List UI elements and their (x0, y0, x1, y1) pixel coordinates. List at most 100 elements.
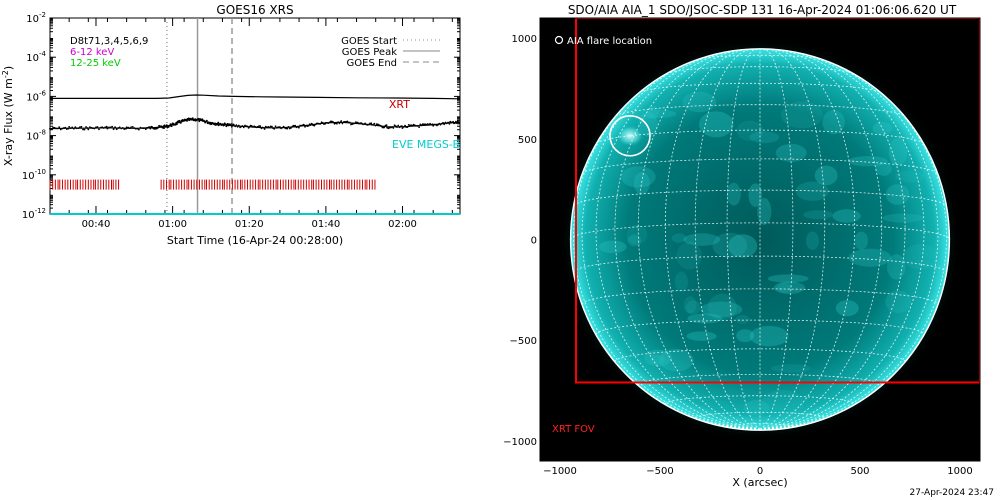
aia-y-tick-label: −500 (510, 336, 537, 347)
series-noise-point (356, 121, 359, 124)
flare-legend: AIA flare location (554, 35, 652, 47)
series-noise-point (369, 122, 371, 125)
series-noise-point (443, 123, 446, 126)
aia-y-tick-label: −1000 (503, 437, 537, 448)
disk-mottle (848, 155, 888, 167)
series-noise-point (314, 123, 317, 126)
series-noise-point (372, 124, 374, 126)
disk-mottle (736, 120, 764, 141)
series-noise-point (64, 126, 67, 129)
disk-mottle (886, 254, 906, 280)
series-noise-point (285, 127, 287, 130)
series-noise-point (336, 122, 338, 125)
x-tick-label: 01:40 (311, 219, 340, 230)
series-noise-point (319, 122, 322, 125)
y-tick-base: 10 (26, 92, 39, 103)
series-noise-point (328, 121, 331, 124)
overlays (575, 18, 980, 384)
series-noise-point (93, 127, 96, 130)
disk-mottle (743, 400, 770, 416)
longitude-line (573, 70, 761, 430)
series-noise-point (52, 126, 54, 129)
heliographic-grid (569, 48, 951, 431)
disk-mottle (644, 349, 672, 367)
series-noise-point (99, 126, 102, 129)
longitude-line (759, 48, 826, 430)
series-noise-point (53, 126, 56, 129)
series-noise-point (227, 124, 230, 127)
series-noise-point (236, 125, 239, 128)
y-tick-base: 10 (26, 14, 39, 25)
disk-mottle (895, 170, 926, 183)
info-line: 12-25 keV (70, 58, 121, 69)
series-noise-point (374, 124, 377, 127)
aia-x-axis-label: X (arcsec) (732, 476, 787, 489)
disk-mottle (854, 231, 868, 250)
longitude-line (759, 49, 906, 430)
series-noise-point (298, 126, 300, 129)
latitude-line (638, 82, 882, 94)
aia-x-tick-label: 0 (757, 466, 763, 477)
series-noise-point (181, 120, 184, 123)
x-tick-label: 02:00 (388, 219, 417, 230)
series-noise-point (280, 127, 282, 130)
series-noise-point (128, 127, 131, 130)
series-noise-point (50, 127, 53, 130)
series-noise-point (61, 127, 64, 130)
longitude-line (726, 48, 761, 430)
series-noise-point (274, 125, 277, 128)
flare-location-circle (609, 114, 651, 157)
series-noise-point (186, 120, 188, 122)
disk-mottle (683, 296, 697, 314)
disk-mottle (674, 271, 689, 293)
series-noise-point (62, 127, 65, 129)
longitude-line (759, 48, 856, 430)
series-noise-point (404, 124, 406, 127)
series-noise-point (77, 127, 80, 129)
series-noise-point (68, 126, 71, 128)
series-noise-point (234, 125, 237, 128)
disk-mottle (803, 210, 833, 220)
series-noise-point (98, 128, 100, 131)
latitude-line (596, 129, 924, 144)
series-line-0 (50, 94, 461, 100)
series-noise-point (169, 123, 172, 126)
disk-mottle (671, 233, 687, 243)
series-noise-point (79, 126, 81, 129)
series-noise-point (294, 124, 297, 127)
series-noise-point (59, 128, 62, 131)
disk-mottle (775, 143, 807, 162)
aia-x-ticks: −1000 −500 0 500 1000 (543, 453, 973, 477)
series-noise-point (406, 126, 409, 128)
latitude-line (696, 54, 824, 60)
latitude-line (666, 66, 854, 74)
series-noise-point (360, 122, 363, 124)
series-noise-point (101, 126, 103, 128)
series-noise-point (82, 128, 84, 131)
series-noise-point (299, 124, 301, 127)
flare-legend-marker (554, 35, 564, 45)
series-noise-point (89, 126, 91, 129)
disk-mottle (676, 241, 702, 270)
series-noise-point (125, 126, 128, 129)
series-noise-point (397, 124, 400, 127)
series-noise-point (439, 123, 442, 126)
flare-legend-label: AIA flare location (567, 36, 652, 47)
y-tick-exp: -8 (39, 129, 46, 137)
series-noise-point (125, 127, 127, 130)
disk-mottle (749, 325, 789, 347)
series-noise-point (250, 125, 253, 127)
series-noise-point (367, 123, 370, 126)
timestamp: 27-Apr-2024 23:47 (909, 488, 994, 498)
series-noise-point (246, 125, 249, 128)
series-noise-point (95, 126, 97, 129)
series-noise-point (120, 127, 123, 130)
y-tick-label: 10-2 (26, 11, 46, 25)
y-tick-exp: -10 (35, 168, 46, 176)
disk-mottle (707, 293, 737, 321)
disk-mottle (761, 390, 805, 418)
series-noise-point (383, 126, 385, 129)
latitude-line (595, 319, 925, 335)
